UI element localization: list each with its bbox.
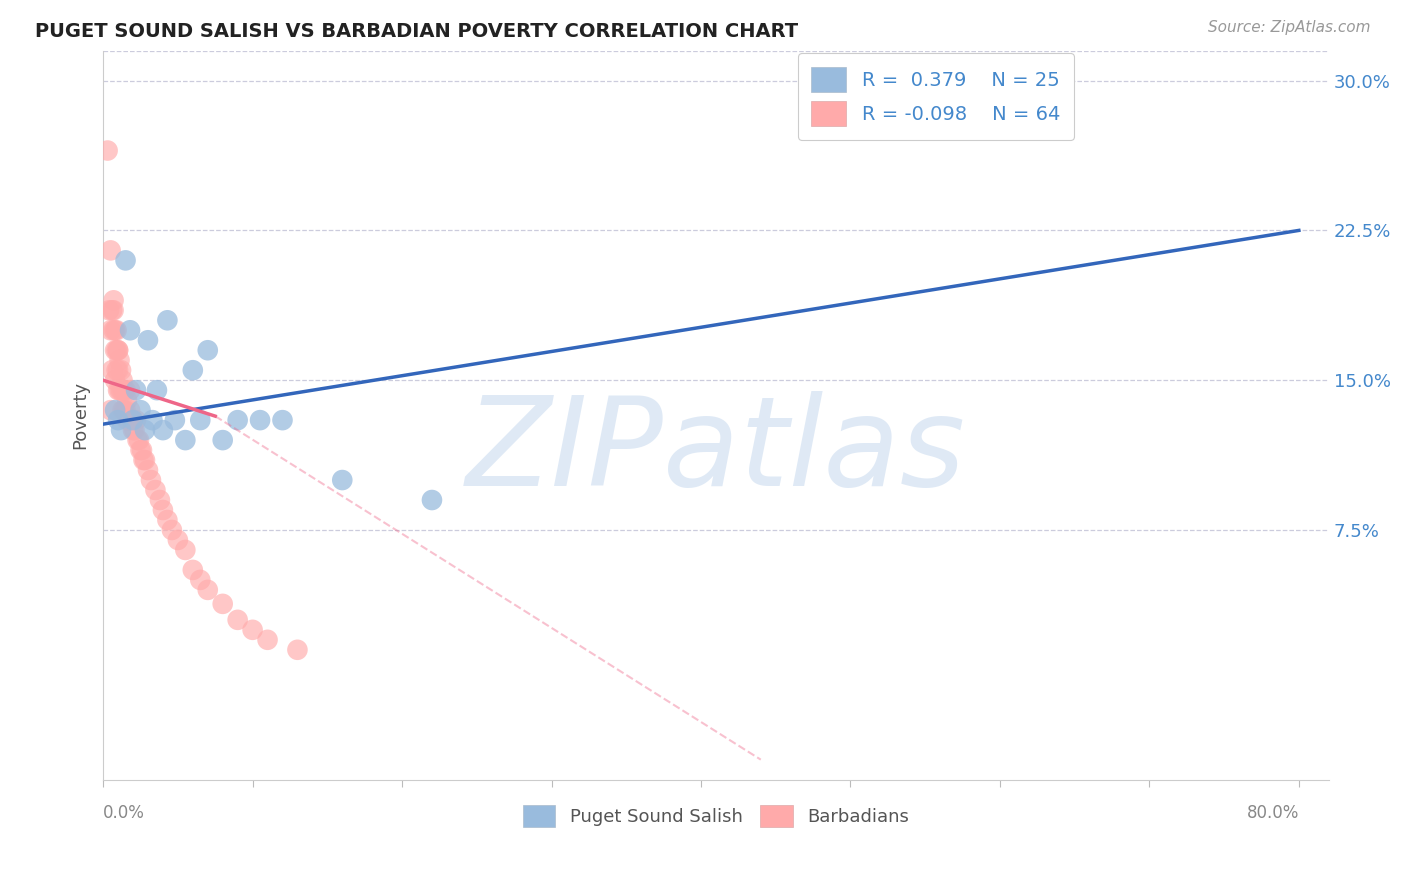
Point [131, 443, 153, 458]
Point [98, 303, 121, 318]
Point [118, 383, 141, 397]
Point [226, 613, 249, 627]
Point [242, 623, 264, 637]
Point [125, 413, 148, 427]
Point [108, 353, 131, 368]
Point [112, 383, 135, 397]
Point [271, 413, 294, 427]
Text: Source: ZipAtlas.com: Source: ZipAtlas.com [1208, 20, 1371, 35]
Point [125, 383, 148, 397]
Point [111, 403, 134, 417]
Point [136, 463, 159, 477]
Text: PUGET SOUND SALISH VS BARBADIAN POVERTY CORRELATION CHART: PUGET SOUND SALISH VS BARBADIAN POVERTY … [35, 22, 799, 41]
Text: 80.0%: 80.0% [1247, 804, 1299, 822]
Point [103, 303, 125, 318]
Point [174, 433, 197, 447]
Point [105, 363, 128, 377]
Point [110, 423, 132, 437]
Point [104, 403, 127, 417]
Point [122, 413, 145, 427]
Point [129, 403, 152, 417]
Point [128, 433, 150, 447]
Y-axis label: Poverty: Poverty [72, 381, 89, 450]
Point [114, 403, 136, 417]
Point [249, 413, 271, 427]
Point [115, 413, 138, 427]
Point [226, 413, 249, 427]
Point [103, 293, 125, 308]
Point [211, 433, 233, 447]
Point [129, 443, 152, 458]
Point [117, 413, 139, 427]
Point [122, 423, 145, 437]
Point [112, 403, 135, 417]
Point [197, 582, 219, 597]
Point [118, 403, 141, 417]
Point [104, 373, 127, 387]
Point [127, 433, 149, 447]
Point [134, 453, 156, 467]
Point [146, 383, 169, 397]
Point [181, 563, 204, 577]
Legend: Puget Sound Salish, Barbadians: Puget Sound Salish, Barbadians [513, 796, 918, 836]
Point [104, 323, 127, 337]
Point [156, 513, 179, 527]
Point [188, 413, 211, 427]
Point [110, 383, 132, 397]
Point [110, 363, 132, 377]
Point [136, 333, 159, 347]
Point [101, 303, 124, 318]
Point [167, 533, 190, 547]
Point [100, 244, 122, 258]
Point [174, 543, 197, 558]
Point [145, 483, 167, 497]
Point [111, 383, 134, 397]
Point [101, 363, 124, 377]
Text: 0.0%: 0.0% [103, 804, 145, 822]
Point [103, 323, 125, 337]
Point [211, 597, 233, 611]
Point [114, 383, 136, 397]
Point [115, 393, 138, 408]
Point [107, 343, 129, 358]
Point [108, 383, 131, 397]
Point [107, 343, 129, 358]
Point [114, 253, 136, 268]
Point [104, 343, 127, 358]
Point [107, 383, 129, 397]
Point [111, 373, 134, 387]
Point [105, 323, 128, 337]
Point [97, 144, 120, 158]
Point [121, 413, 143, 427]
Point [156, 313, 179, 327]
Point [188, 573, 211, 587]
Point [330, 473, 353, 487]
Point [141, 413, 163, 427]
Point [152, 423, 174, 437]
Point [163, 413, 186, 427]
Point [105, 343, 128, 358]
Point [181, 363, 204, 377]
Point [118, 323, 141, 337]
Point [287, 642, 309, 657]
Point [107, 363, 129, 377]
Point [197, 343, 219, 358]
Point [122, 413, 145, 427]
Point [256, 632, 278, 647]
Text: ZIPatlas: ZIPatlas [465, 391, 966, 512]
Point [152, 503, 174, 517]
Point [100, 323, 122, 337]
Point [134, 423, 156, 437]
Point [149, 493, 172, 508]
Point [107, 413, 129, 427]
Point [124, 423, 146, 437]
Point [420, 493, 443, 508]
Point [100, 403, 122, 417]
Point [160, 523, 183, 537]
Point [132, 453, 155, 467]
Point [139, 473, 162, 487]
